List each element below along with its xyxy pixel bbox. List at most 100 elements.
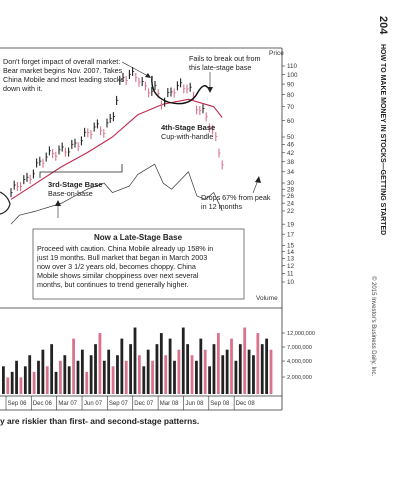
price-tick-label: 60 xyxy=(287,118,295,125)
price-tick-label: 19 xyxy=(287,221,295,228)
volume-bar xyxy=(72,338,75,394)
volume-bar xyxy=(265,338,269,394)
time-tick-label: Dec 08 xyxy=(236,401,256,407)
volume-bar xyxy=(133,327,137,394)
cup-handle-outline xyxy=(151,75,209,105)
price-tick-label: 24 xyxy=(287,200,295,207)
price-tick-label: 34 xyxy=(287,169,295,176)
price-tick-label: 26 xyxy=(287,193,295,200)
copyright-notice: © 2015 Investor's Business Daily, Inc. xyxy=(370,276,377,376)
volume-bar xyxy=(54,371,58,394)
price-tick-label: 11 xyxy=(287,271,294,278)
volume-bar xyxy=(76,360,80,394)
relative-strength-line xyxy=(10,163,223,225)
annotation-drops-arrowhead xyxy=(255,176,261,183)
volume-bar xyxy=(50,344,54,394)
price-tick-label: 14 xyxy=(287,249,295,256)
time-tick-label: Jun 08 xyxy=(185,401,204,407)
volume-bar xyxy=(195,360,198,394)
price-tick-label: 30 xyxy=(287,180,295,187)
volume-bar xyxy=(186,344,190,394)
volume-bar xyxy=(32,371,36,394)
volume-bar xyxy=(116,355,119,394)
third-stage-arrowhead xyxy=(55,200,61,206)
time-tick-label: Sep 06 xyxy=(7,401,27,407)
volume-bar xyxy=(37,360,40,394)
annotation-fourth-title: 4th-Stage Base xyxy=(161,123,215,132)
annotation-fails-arrowhead xyxy=(207,87,213,93)
volume-bar xyxy=(63,355,67,394)
time-tick-label: Dec 06 xyxy=(33,401,53,407)
volume-bar xyxy=(234,360,238,394)
running-head: HOW TO MAKE MONEY IN STOCKS—GETTING STAR… xyxy=(379,44,386,235)
time-tick-label: Mar 08 xyxy=(160,401,179,407)
volume-bar xyxy=(80,349,84,394)
price-axis-label: Price xyxy=(269,50,284,57)
volume-tick-label: 2,000,000 xyxy=(287,375,312,381)
volume-bar xyxy=(102,360,106,394)
volume-bar xyxy=(111,366,115,394)
volume-bar xyxy=(181,327,185,394)
volume-bar xyxy=(247,349,251,394)
volume-bar xyxy=(221,355,225,394)
volume-bar xyxy=(243,327,247,394)
annotation-fails: Fails to break out from this late-stage … xyxy=(189,54,263,72)
volume-bar xyxy=(138,355,141,394)
volume-bar xyxy=(19,377,23,394)
volume-bar xyxy=(225,349,229,394)
volume-bar xyxy=(212,344,216,394)
page-margin: 204 HOW TO MAKE MONEY IN STOCKS—GETTING … xyxy=(370,16,389,376)
volume-bar xyxy=(67,366,71,394)
annotation-market-arrowhead xyxy=(145,73,151,78)
price-tick-label: 70 xyxy=(287,104,295,111)
volume-bar xyxy=(269,349,273,394)
annotation-fourth-sub: Cup-with-handle xyxy=(161,132,213,141)
volume-bar xyxy=(6,377,10,394)
price-tick-label: 17 xyxy=(287,231,295,238)
figure-caption: y are riskier than first- and second-sta… xyxy=(0,416,199,426)
moving-average-line xyxy=(10,98,223,200)
volume-bar xyxy=(124,360,128,394)
volume-bar xyxy=(89,355,93,394)
volume-bar xyxy=(41,349,45,394)
price-tick-label: 15 xyxy=(287,243,295,250)
annotation-third-sub: Base-on-base xyxy=(48,189,93,198)
time-tick-label: Jun 07 xyxy=(84,401,103,407)
volume-bar xyxy=(155,344,159,394)
volume-bar xyxy=(256,333,260,394)
annotation-market: Don't forget impact of overall market: B… xyxy=(3,57,126,93)
time-tick-label: Mar 07 xyxy=(58,401,77,407)
volume-bar xyxy=(142,366,146,394)
price-tick-label: 10 xyxy=(287,279,295,286)
late-stage-callout-box xyxy=(32,228,245,300)
volume-bar xyxy=(129,344,133,394)
volume-bar xyxy=(59,360,62,394)
third-stage-bracket xyxy=(39,164,123,178)
price-tick-label: 22 xyxy=(287,208,295,215)
volume-bar xyxy=(252,355,255,394)
time-tick-label: Dec 07 xyxy=(134,401,154,407)
volume-tick-label: 12,000,000 xyxy=(287,331,315,337)
volume-bar xyxy=(208,366,211,394)
volume-bar xyxy=(203,349,207,394)
volume-bar xyxy=(168,338,172,394)
price-tick-label: 12 xyxy=(287,263,295,270)
time-tick-label: Sep 07 xyxy=(109,401,129,407)
volume-bar xyxy=(23,366,27,394)
volume-tick-label: 4,000,000 xyxy=(287,359,312,365)
price-tick-label: 50 xyxy=(287,134,295,141)
volume-bar xyxy=(173,360,176,394)
volume-bar xyxy=(151,360,154,394)
price-tick-label: 80 xyxy=(287,92,295,99)
callout-title: Now a Late-Stage Base xyxy=(94,233,183,242)
price-tick-label: 110 xyxy=(287,63,298,70)
volume-bar xyxy=(177,349,181,394)
volume-bar xyxy=(2,366,5,394)
price-tick-label: 46 xyxy=(287,142,295,149)
annotation-market-leader xyxy=(121,61,149,77)
volume-tick-label: 7,000,000 xyxy=(287,345,312,351)
volume-bar xyxy=(10,371,14,394)
volume-bar xyxy=(190,355,194,394)
volume-bar xyxy=(146,349,150,394)
